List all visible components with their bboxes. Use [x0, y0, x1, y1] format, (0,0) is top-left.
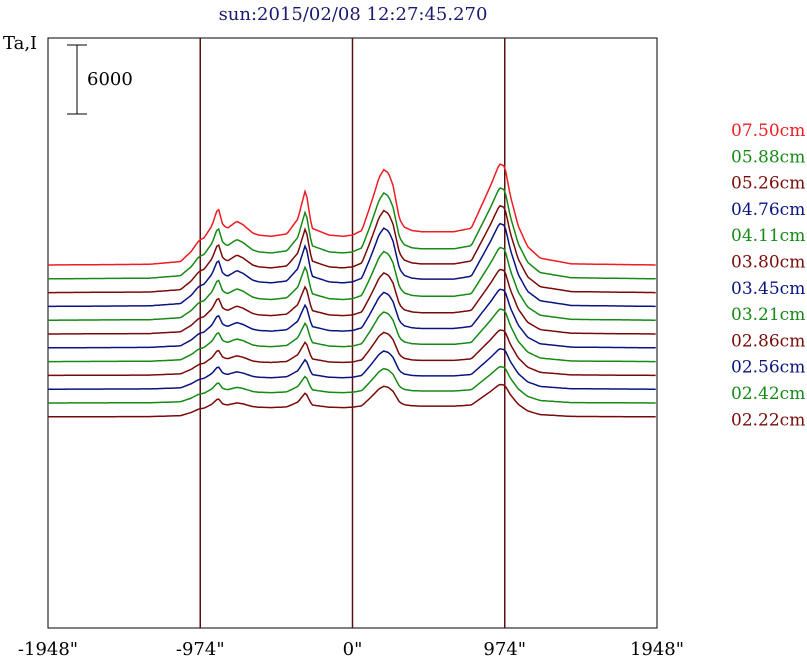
- legend-entry-05.26cm: 05.26cm: [731, 174, 805, 194]
- series-line-02.42cm: [48, 365, 656, 404]
- legend-entry-04.76cm: 04.76cm: [731, 200, 805, 220]
- legend-entry-02.56cm: 02.56cm: [731, 358, 805, 378]
- legend-entry-03.45cm: 03.45cm: [731, 279, 805, 299]
- legend-entry-04.11cm: 04.11cm: [731, 226, 805, 246]
- x-tick-label: 0": [343, 639, 363, 660]
- series-line-03.80cm: [48, 268, 656, 335]
- x-tick-label: -1948": [18, 639, 78, 660]
- vertical-reference-lines: [199, 38, 506, 628]
- series-line-05.26cm: [48, 204, 656, 294]
- y-axis-label: Ta,I: [3, 33, 37, 54]
- legend-entry-02.22cm: 02.22cm: [731, 410, 805, 430]
- legend-entry-03.80cm: 03.80cm: [731, 253, 805, 273]
- legend: 07.50cm 05.88cm 05.26cm 04.76cm 04.11cm 03.80…: [731, 121, 805, 430]
- series-line-04.76cm: [48, 222, 656, 308]
- legend-entry-07.50cm: 07.50cm: [731, 121, 805, 141]
- series-line-03.21cm: [48, 308, 656, 363]
- chart-title: sun:2015/02/08 12:27:45.270: [219, 4, 488, 25]
- series-line-03.45cm: [48, 288, 656, 349]
- scale-bar: 6000: [67, 44, 133, 115]
- series-line-07.50cm: [48, 163, 656, 266]
- series-line-05.88cm: [48, 187, 656, 280]
- series-line-02.56cm: [48, 348, 656, 390]
- x-tick-label: -974": [176, 639, 225, 660]
- legend-entry-03.21cm: 03.21cm: [731, 305, 805, 325]
- x-tick-label: 974": [483, 639, 526, 660]
- x-tick-labels: -1948" -974" 0" 974" 1948": [18, 639, 684, 660]
- x-tick-label: 1948": [630, 639, 684, 660]
- series-lines: [48, 163, 656, 418]
- legend-entry-02.42cm: 02.42cm: [731, 384, 805, 404]
- scale-bar-label: 6000: [87, 69, 133, 90]
- legend-entry-02.86cm: 02.86cm: [731, 331, 805, 351]
- series-line-04.11cm: [48, 246, 656, 321]
- series-line-02.86cm: [48, 329, 656, 377]
- legend-entry-05.88cm: 05.88cm: [731, 147, 805, 167]
- series-line-02.22cm: [48, 383, 656, 418]
